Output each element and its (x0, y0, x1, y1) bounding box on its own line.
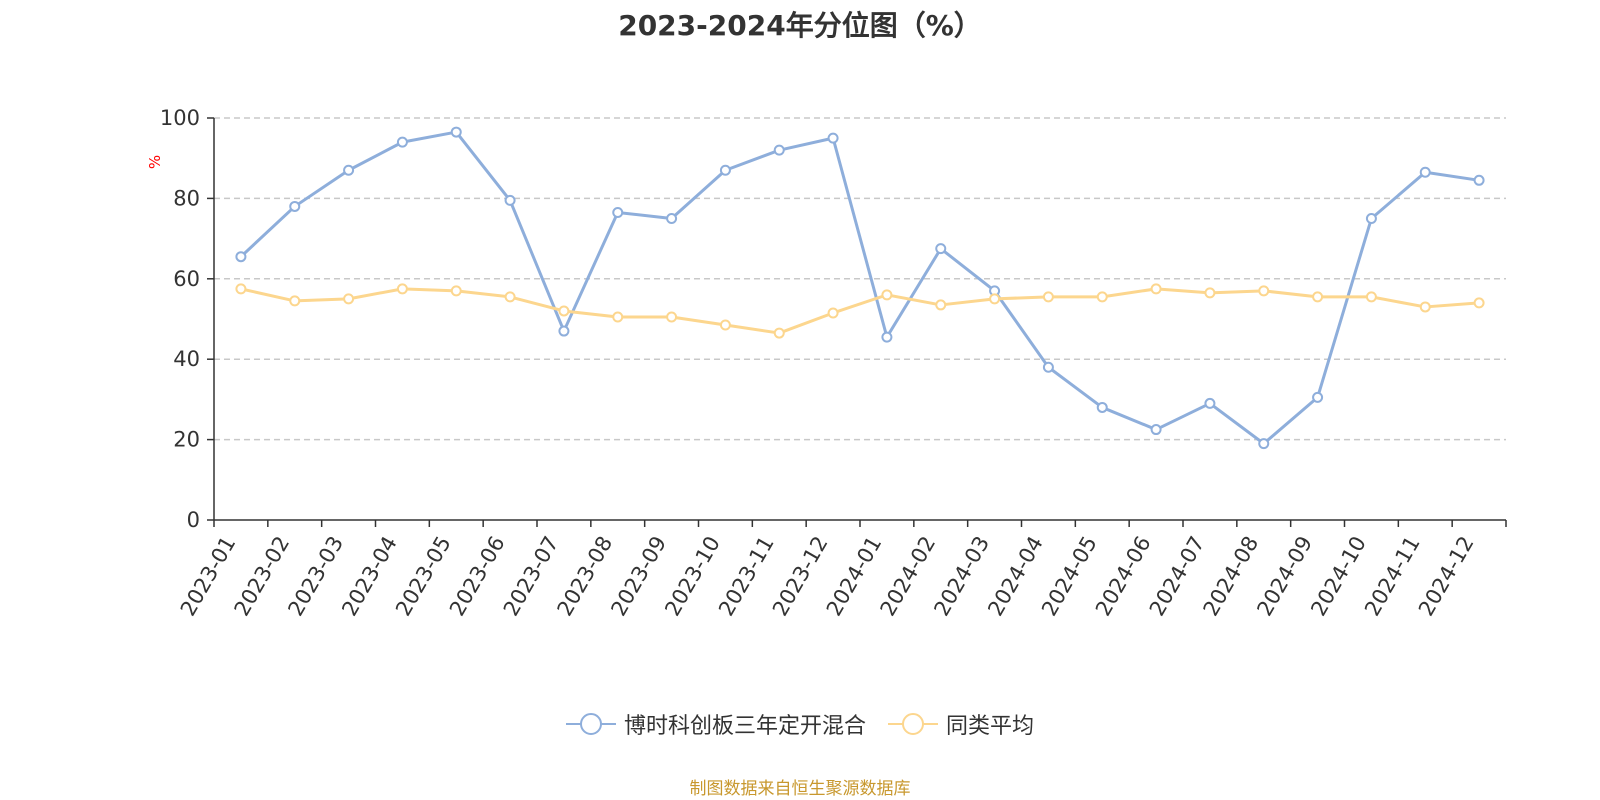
series-1-point (558, 325, 570, 337)
series-2-point (989, 293, 1001, 305)
series-2-point (935, 299, 947, 311)
series-1-point (935, 243, 947, 255)
y-tick-label: 20 (173, 428, 200, 452)
line-chart: 0 20 40 60 80 100 2023-012023-022023-032023-0… (146, 106, 1507, 620)
series-2-point (558, 305, 570, 317)
series-2-point (719, 319, 731, 331)
series-2-point (612, 311, 624, 323)
x-axis-ticks: 2023-012023-022023-032023-042023-052023-… (176, 520, 1507, 620)
legend-item-series-2[interactable]: 同类平均 (888, 708, 1034, 740)
series-1-point (1312, 391, 1324, 403)
legend-item-series-1[interactable]: 博时科创板三年定开混合 (565, 708, 866, 740)
series-2-point (289, 295, 301, 307)
series-1-point (1096, 401, 1108, 413)
series-2-point (1258, 285, 1270, 297)
grid-lines (214, 117, 1506, 441)
series-2-point (773, 327, 785, 339)
series-2-point (450, 285, 462, 297)
series-2-point (1096, 291, 1108, 303)
series-1-point (1150, 424, 1162, 436)
series-2-line (240, 287, 1480, 335)
series-2-point (343, 293, 355, 305)
series-1-point (1419, 166, 1431, 178)
y-tick-label: 80 (173, 186, 200, 210)
series-1-point (773, 144, 785, 156)
legend-series-1-label: 博时科创板三年定开混合 (623, 714, 866, 739)
series-2-point (827, 307, 839, 319)
legend: 博时科创板三年定开混合 同类平均 (0, 708, 1600, 740)
series-1-point (1365, 213, 1377, 224)
y-axis-ticks: 0 20 40 60 80 100 (160, 106, 214, 532)
series-2-point (1473, 297, 1485, 309)
series-2-point (1312, 291, 1324, 303)
series-2-point (1365, 291, 1377, 303)
series-1-point (450, 126, 462, 138)
series-1-point (289, 200, 301, 212)
series-1-point (1473, 174, 1485, 186)
y-tick-label: 40 (173, 347, 200, 371)
y-tick-label: 60 (173, 267, 200, 291)
series-1-line (239, 130, 1480, 446)
series-2-point (1042, 291, 1054, 303)
series-group (235, 126, 1485, 450)
series-1-point (235, 251, 247, 263)
chart-title: 2023-2024年分位图（%） (618, 9, 982, 42)
series-1-point (881, 331, 893, 343)
series-1 (235, 126, 1485, 450)
series-1-point (343, 164, 355, 176)
series-1-point (827, 132, 839, 144)
series-1-point (1204, 397, 1216, 409)
series-1-point (1042, 361, 1054, 373)
series-2-point (396, 283, 408, 295)
series-2-point (1150, 283, 1162, 295)
series-1-point (396, 136, 408, 148)
series-2-point (235, 283, 247, 295)
axes (213, 118, 1506, 521)
legend-series-1-icon (565, 713, 616, 735)
series-1-point (1258, 438, 1270, 450)
series-1-point (504, 194, 516, 206)
legend-series-2-icon (888, 713, 938, 735)
y-axis-label: % (146, 155, 164, 169)
y-tick-label: 0 (187, 508, 200, 532)
series-1-point (612, 206, 624, 218)
data-source-note: 制图数据来自恒生聚源数据库 (689, 779, 911, 799)
series-2-point (666, 311, 678, 323)
series-2-point (504, 291, 516, 303)
series-2-point (881, 289, 893, 301)
series-1-point (719, 164, 731, 176)
y-tick-label: 100 (160, 106, 200, 130)
series-2-point (1204, 287, 1216, 299)
series-2-point (1419, 301, 1431, 313)
legend-series-2-label: 同类平均 (946, 714, 1035, 739)
series-1-point (666, 213, 678, 224)
series-2 (235, 283, 1485, 339)
